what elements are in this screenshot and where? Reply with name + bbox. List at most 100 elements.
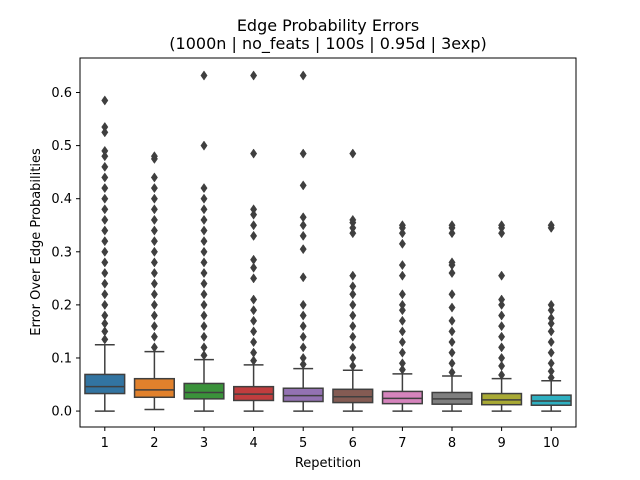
y-tick-label: 0.5 [51,139,72,154]
outlier-point [299,331,307,342]
outlier-point [101,246,109,257]
outlier-point [250,230,258,241]
outlier-point [349,352,357,364]
outlier-point [101,326,109,337]
outlier-point [101,289,109,300]
outlier-point [200,236,208,247]
outlier-point [150,278,158,289]
outlier-point [349,360,357,371]
outlier-point [101,278,109,289]
x-tick-label: 2 [150,436,158,451]
outlier-point [150,257,158,268]
outlier-point [101,183,109,194]
outlier-point [448,367,456,378]
outlier-point [448,326,456,337]
outlier-point [547,372,555,383]
y-tick-label: 0.2 [51,298,72,313]
x-tick-label: 7 [398,436,406,451]
outlier-point [299,359,307,370]
outlier-point [200,310,208,321]
outlier-point [299,310,307,321]
outlier-point [349,342,357,353]
outlier-point [498,360,506,371]
box-iqr [183,382,225,400]
y-tick-label: 0.4 [51,192,72,207]
outlier-point [101,214,109,225]
outlier-point [398,358,406,369]
outlier-point [250,315,258,326]
outlier-point [498,228,506,239]
outlier-point [200,350,208,361]
outlier-point [250,347,258,358]
box-group-10 [530,220,572,412]
outlier-point [200,70,208,81]
outlier-point [398,289,406,300]
x-tick-label: 3 [200,436,208,451]
outlier-point [250,337,258,348]
outlier-point [200,193,208,204]
outlier-point [398,238,406,249]
box-iqr [133,377,175,399]
outlier-point [150,299,158,310]
box-iqr [481,392,523,406]
outlier-point [250,220,258,231]
outlier-point [250,273,258,284]
y-tick-label: 0.6 [51,86,72,101]
outlier-point [200,246,208,257]
outlier-point [101,172,109,183]
outlier-point [498,342,506,353]
outlier-point [299,352,307,364]
outlier-point [101,318,109,329]
outlier-point [398,337,406,348]
x-tick-label: 5 [299,436,307,451]
outlier-point [448,228,456,239]
outlier-point [150,214,158,225]
x-tick-label: 4 [249,436,257,451]
outlier-point [349,228,357,239]
outlier-point [299,299,307,310]
outlier-point [547,299,555,310]
outlier-point [150,172,158,183]
outlier-point [150,246,158,257]
outlier-point [200,214,208,225]
outlier-point [299,230,307,241]
outlier-point [448,289,456,300]
outlier-point [200,331,208,342]
box-group-4 [233,70,275,412]
outlier-point [101,151,109,162]
x-tick-label: 9 [497,436,505,451]
outlier-point [150,236,158,247]
outlier-point [349,148,357,159]
outlier-point [200,183,208,194]
outlier-point [547,347,555,358]
outlier-point [398,260,406,271]
y-axis: 0.0 0.1 0.2 0.3 0.4 0.5 0.6 [51,86,80,420]
outlier-point [250,148,258,159]
box-iqr [84,373,126,395]
outlier-point [101,267,109,279]
plot-frame [79,57,577,428]
outlier-point [101,299,109,310]
chart-title: Edge Probability Errors [237,16,419,35]
outlier-point [299,180,307,191]
outlier-point [498,321,506,332]
outlier-point [498,270,506,281]
box-group-3 [183,70,225,412]
outlier-point [299,342,307,353]
outlier-point [299,321,307,332]
outlier-point [349,321,357,332]
plot-area [84,70,572,412]
outlier-point [200,299,208,310]
outlier-point [250,70,258,81]
outlier-point [250,254,258,265]
outlier-point [150,204,158,215]
outlier-point [498,220,506,231]
x-tick-label: 8 [448,436,456,451]
outlier-point [349,289,357,300]
outlier-point [398,326,406,337]
outlier-point [150,321,158,332]
box-iqr [530,394,572,406]
y-tick-label: 0.3 [51,245,72,260]
outlier-point [299,212,307,223]
outlier-point [150,267,158,279]
